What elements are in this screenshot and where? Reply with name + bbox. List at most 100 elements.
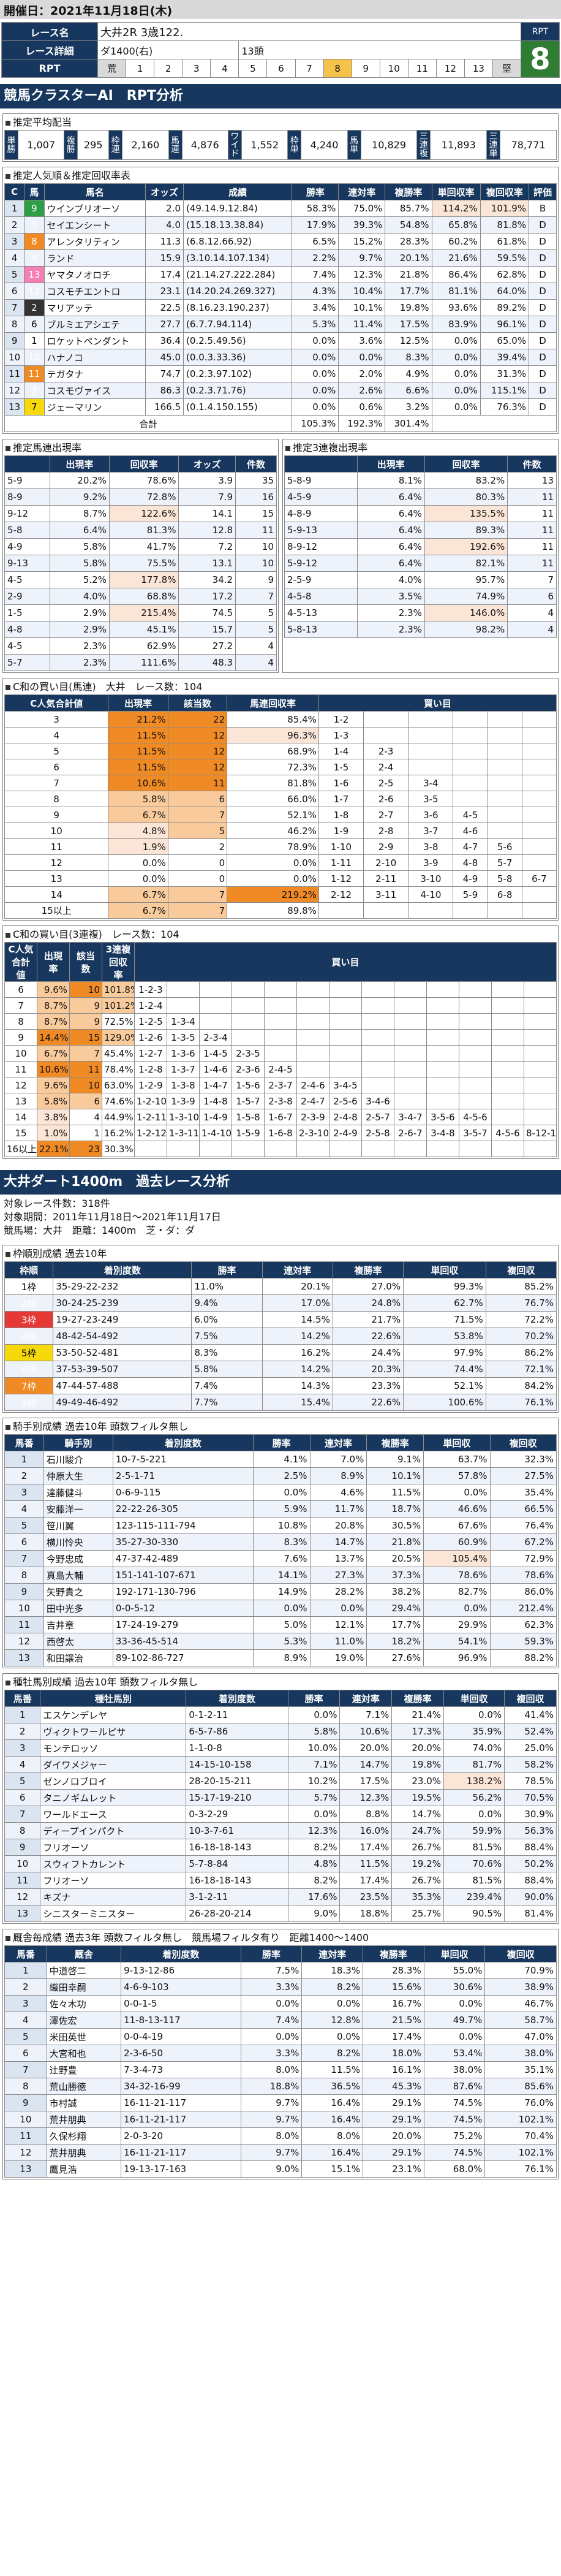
- cell: 7: [167, 886, 228, 903]
- rate-tables: 推定馬連出現率 出現率 回収率 オッズ 件数 5-9 20.2% 78.6% 3.9 35 8-9…: [2, 439, 559, 673]
- cell: 11: [4, 838, 109, 855]
- cell: 15.1%: [301, 2160, 364, 2178]
- buy-cell: [459, 1077, 492, 1093]
- cell: 21.7%: [332, 1311, 404, 1328]
- cell: 8-9: [4, 488, 50, 506]
- sire-box: 種牡馬別成績 過去10年 頭数フィルタ無し 馬番 種牡馬別 着別度数 勝率 連対率 複勝率…: [2, 1673, 559, 1924]
- buy-cell: 1-3-5: [167, 1029, 200, 1046]
- cell: 219.2%: [227, 886, 319, 903]
- cell: 105.4%: [423, 1550, 491, 1567]
- cell: 辻野豊: [46, 2061, 122, 2078]
- buy-cell: [361, 1061, 394, 1077]
- cell: 72.8%: [108, 488, 179, 506]
- cell: 37.3%: [366, 1567, 424, 1584]
- cell: 11: [4, 1872, 41, 1889]
- cell: 2.6%: [338, 382, 386, 399]
- cell: 16.7%: [363, 1995, 424, 2012]
- cell: 0.0%: [252, 1484, 311, 1501]
- buy-cell: [361, 981, 394, 998]
- cell: 2.5%: [252, 1467, 311, 1484]
- buy-cell: 1-3-8: [167, 1077, 200, 1093]
- cell: フリオーソ: [40, 1839, 187, 1856]
- cell: 7-3-4-73: [121, 2061, 241, 2078]
- cell: 11: [235, 522, 277, 539]
- column-header: 該当数: [69, 942, 102, 982]
- cell: 14.5%: [262, 1311, 333, 1328]
- cell: 10: [69, 981, 102, 998]
- cell: 41.7%: [108, 538, 179, 555]
- cell: 11: [507, 555, 557, 572]
- cell: 0.0%: [108, 854, 168, 871]
- cell: 63.7%: [423, 1451, 491, 1468]
- cell: 1-1-0-8: [186, 1739, 288, 1757]
- bullet-icon: [6, 1424, 10, 1430]
- column-header: 連対率: [338, 183, 386, 200]
- cell: 114.2%: [431, 200, 481, 217]
- buy-cell: 2-4-7: [296, 1093, 329, 1109]
- cell: 12: [4, 382, 25, 399]
- buy-cell: [487, 711, 522, 728]
- cell: 70.2%: [485, 1328, 557, 1345]
- cell: 4: [4, 2012, 47, 2029]
- cell: 56.3%: [504, 1822, 557, 1839]
- cell: 28-20-15-211: [186, 1772, 288, 1790]
- cell: 9.0%: [287, 1905, 341, 1922]
- cell: 78.5%: [504, 1772, 557, 1790]
- buy-cell: 2-3-10: [296, 1125, 329, 1141]
- cell: 10: [4, 1600, 44, 1617]
- cell: 15: [4, 1125, 37, 1141]
- column-header: 該当数: [167, 694, 228, 712]
- cell: 8: [4, 1822, 41, 1839]
- buy-cell: [408, 902, 454, 919]
- horse-name-cell: ウインブリオーソ: [43, 200, 146, 217]
- cell: 4.6%: [309, 1484, 367, 1501]
- cell: 2: [4, 1978, 47, 1996]
- column-header: 連対率: [309, 1434, 367, 1451]
- cell: 0.0%: [338, 349, 386, 366]
- cell: 70.4%: [484, 2127, 557, 2145]
- buy-cell: 1-7: [318, 791, 364, 807]
- bullet-icon: [6, 932, 10, 938]
- cell: 4.0: [145, 216, 184, 234]
- table-row: 10 10 ハナノコ 45.0 (0.0.3.33.36) 0.0% 0.0% 8.3% 0.0…: [4, 349, 557, 366]
- jockey-table: 馬番 騎手別 着別度数 勝率 連対率 複勝率 単回収 複回収 1 石川駿介 10-7-5-221 4.…: [4, 1434, 557, 1666]
- cell: 0: [167, 870, 228, 887]
- table-row: 8-9 9.2% 72.8% 7.9 16: [4, 488, 277, 506]
- cell: 5.3%: [252, 1633, 311, 1650]
- cell: (0.0.3.33.36): [183, 349, 293, 366]
- umaren-table: 出現率 回収率 オッズ 件数 5-9 20.2% 78.6% 3.9 35 8-9 9.2% 72.8…: [4, 455, 277, 671]
- table-row: 8 ディープインパクト 10-3-7-61 12.3% 16.0% 24.7% 59.9% 5…: [4, 1822, 557, 1839]
- meta-course: 競馬場：大井 距離：1400m 芝・ダ：ダ: [4, 1225, 195, 1236]
- cell: 21.6%: [431, 249, 481, 267]
- cell: 20.0%: [363, 2127, 424, 2145]
- column-header: 着別度数: [53, 1261, 192, 1279]
- cell: 1: [4, 1706, 41, 1723]
- cell: 0.0%: [287, 1806, 341, 1823]
- cell: 67.2%: [489, 1533, 557, 1551]
- buy-cell: [394, 1061, 427, 1077]
- rpt-scale-cell: 堅: [492, 59, 522, 78]
- buy-cell: [408, 711, 454, 728]
- column-header: 買い目: [134, 942, 557, 982]
- buy-cell: [329, 997, 362, 1014]
- cell: 30.5%: [366, 1517, 424, 1534]
- cell: 笹川翼: [43, 1517, 113, 1534]
- cell: 4枠: [4, 1328, 54, 1345]
- buy-cell: [453, 711, 488, 728]
- cell: 17.0%: [262, 1294, 333, 1312]
- cell: 81.7%: [443, 1756, 505, 1773]
- cell: 29.1%: [363, 2094, 424, 2111]
- cell: 146.0%: [424, 604, 508, 621]
- cell: 17.7%: [366, 1616, 424, 1633]
- bullet-icon: [285, 446, 290, 451]
- buy-cell: 5-9: [453, 886, 488, 903]
- cell: 14.7%: [309, 1533, 367, 1551]
- cell: 4-5: [4, 571, 50, 588]
- cell: 4-8-9: [284, 505, 358, 522]
- column-header: 勝率: [252, 1434, 311, 1451]
- column-header: 単回収: [403, 1261, 486, 1279]
- cell: 5: [4, 1517, 44, 1534]
- cell: 74.5: [178, 604, 236, 621]
- cell: 14-15-10-158: [186, 1756, 288, 1773]
- buy-cell: 1-3-6: [167, 1045, 200, 1062]
